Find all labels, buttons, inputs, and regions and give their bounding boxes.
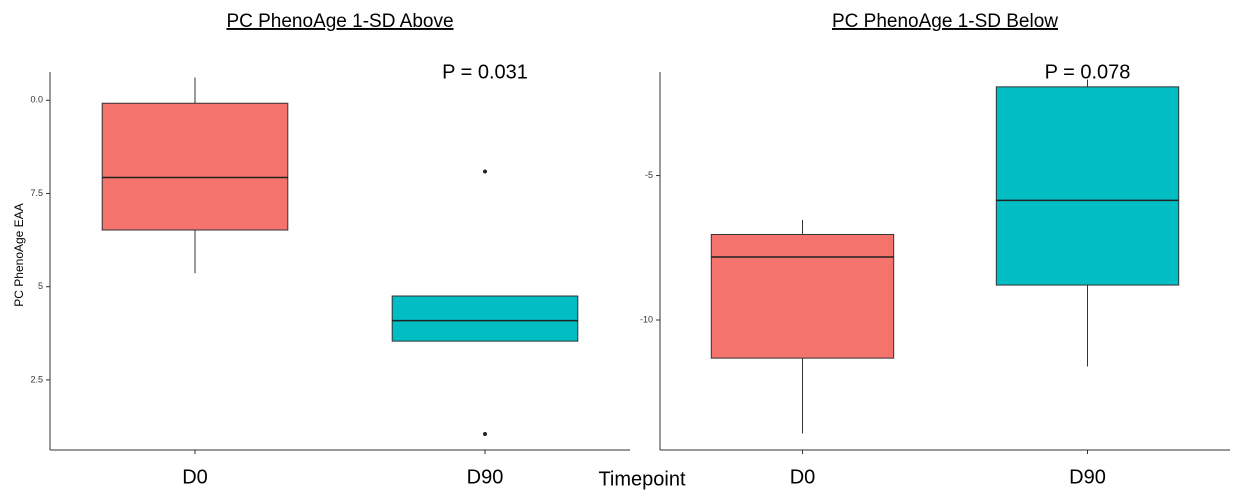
x-tick-label: D90: [1069, 466, 1106, 488]
chart-title: PC PhenoAge 1-SD Below: [832, 11, 1058, 32]
x-tick-label: D0: [182, 466, 208, 488]
p-value: P = 0.078: [1045, 61, 1131, 83]
y-tick-label: 0.0: [30, 95, 43, 105]
box: [710, 233, 895, 359]
y-tick-label: -5: [645, 170, 653, 180]
y-tick-label: 7.5: [30, 188, 43, 198]
x-tick-label: D0: [790, 466, 816, 488]
outlier: [483, 169, 487, 174]
y-axis-label: PC PhenoAge EAA: [12, 203, 26, 306]
outlier: [483, 431, 487, 436]
p-value: P = 0.031: [442, 61, 528, 83]
y-tick-label: 2.5: [30, 374, 43, 384]
box: [391, 295, 579, 342]
box: [995, 86, 1180, 286]
box: [101, 102, 289, 231]
chart-title: PC PhenoAge 1-SD Above: [226, 11, 453, 32]
x-axis-label: Timepoint: [598, 468, 686, 490]
y-tick-label: -10: [640, 314, 653, 324]
y-tick-label: 5: [38, 281, 43, 291]
x-tick-label: D90: [467, 466, 504, 488]
